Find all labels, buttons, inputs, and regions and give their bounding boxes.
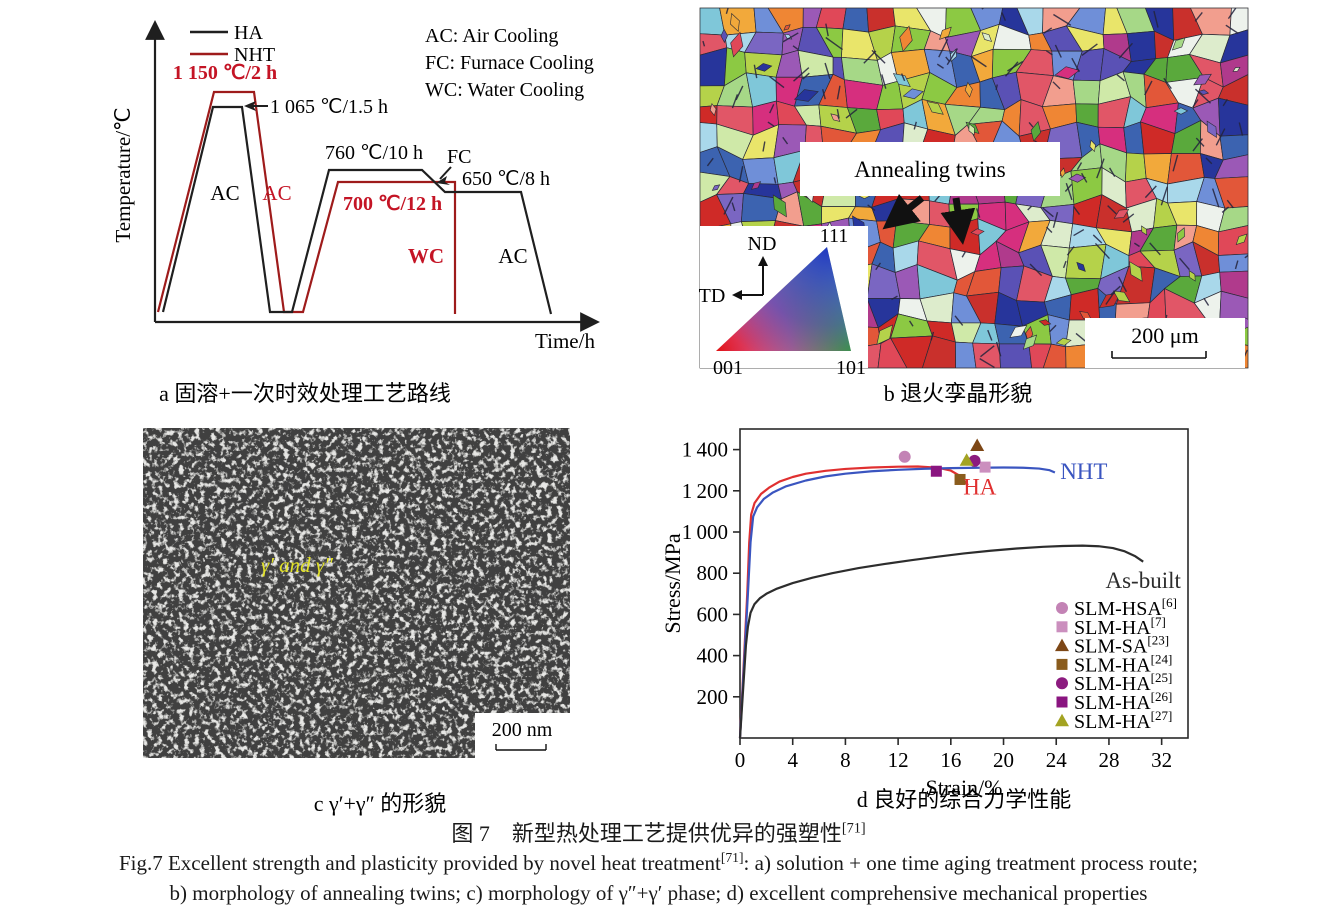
x-tick-label: 0 [735,748,746,772]
curve-label-nht: NHT [1060,459,1107,484]
legend-entry-label: SLM-HSA[6] [1074,595,1177,620]
label-1065C: 1 065 ℃/1.5 h [270,96,388,118]
y-tick-label: 800 [697,561,729,585]
scale-bar-label-c: 200 nm [492,719,553,741]
label-ac-black: AC [210,181,239,205]
scale-bar-box-b [1085,318,1245,368]
ipf-001-label: 001 [713,357,743,379]
legend-entry-label: SLM-HA[27] [1074,708,1172,733]
scale-bar-line-c [495,744,547,751]
gamma-phase-label: γ′ and γ″ [261,553,333,577]
arrow-1065-head [244,101,256,111]
legend-entry-label: SLM-HA[26] [1074,689,1172,714]
ha-curve [161,105,553,315]
data-point-slm-hsa-6 [898,450,911,463]
label-wc: WC [408,244,444,268]
x-tick-label: 24 [1046,748,1068,772]
chart-frame [739,428,1189,739]
panel-c-caption: c γ′+γ″ 的形貌 [314,791,447,816]
x-tick-label: 8 [840,748,851,772]
series-curve-nht [738,466,1056,739]
figure-caption-en-line1: Fig.7 Excellent strength and plasticity … [0,850,1317,876]
caption-en1-pre: Fig.7 Excellent strength and plasticity … [118,851,721,875]
legend-entry-label: SLM-HA[25] [1074,670,1172,695]
series-curve-ha [738,465,969,739]
curve-label-ha: HA [963,474,997,499]
legend-label-ha: HA [234,22,263,44]
twin-pointer-arrow-right [940,197,976,245]
data-point-slm-ha-24 [954,473,966,485]
data-point-slm-sa-23 [970,438,985,451]
panel-b-ebsd-map: Annealing twins 111 001 101 ND TD 200 μm… [699,7,1249,406]
chart-y-axis-label: Stress/MPa [660,533,685,633]
y-tick-label: 400 [697,644,729,668]
abbrev-wc: WC: Water Cooling [425,79,584,101]
y-axis-label: Temperature/℃ [111,107,135,242]
panel-d-stress-strain-chart: 0 4 8 12 16 20 24 28 32 200 400 600 800 1 000 1 200 1 4… [660,428,1189,812]
abbrev-ac: AC: Air Cooling [425,25,558,47]
label-fc: FC [447,146,471,168]
label-650C: 650 ℃/8 h [462,168,550,190]
x-tick-label: 12 [888,748,909,772]
panel-b-caption: b 退火孪晶形貌 [884,381,1033,406]
x-tick-label: 20 [993,748,1014,772]
abbrev-fc: FC: Furnace Cooling [425,52,594,74]
panel-d-caption: d 良好的综合力学性能 [857,787,1072,812]
ipf-111-label: 111 [820,225,849,247]
annealing-twins-box [800,142,1060,196]
data-point-slm-ha-27 [959,453,974,466]
legend-label-nht: NHT [234,44,275,66]
caption-en1-post: : a) solution + one time aging treatment… [743,851,1199,875]
x-axis-label: Time/h [535,329,595,353]
chart-legend: SLM-HSA[6]SLM-HA[7]SLM-SA[23]SLM-HA[24]S… [1055,595,1177,733]
label-ac-red: AC [262,181,291,205]
td-label: TD [699,285,726,307]
figure-caption-zh-text: 图 7 新型热处理工艺提供优异的强塑性 [451,821,842,846]
legend-entry-label: SLM-HA[7] [1074,614,1166,639]
label-ac-final: AC [498,244,527,268]
figure-caption-en-line2: b) morphology of annealing twins; c) mor… [0,881,1317,906]
legend-entry-label: SLM-SA[23] [1074,633,1169,658]
panel-c-sem-image: γ′ and γ″ 200 nm c γ′+γ″ 的形貌 [143,428,570,816]
annealing-twins-label: Annealing twins [854,157,1005,182]
legend-entry-label: SLM-HA[24] [1074,651,1172,676]
arrow-fc-head [436,176,450,185]
data-point-slm-ha-26 [930,465,942,477]
data-point-slm-ha-7 [979,461,991,473]
caption-en1-ref: [71] [720,850,744,865]
scale-bar-line-b [1111,351,1207,359]
arrow-fc-line [439,166,452,180]
x-tick-label: 32 [1151,748,1172,772]
scale-bar-label-b: 200 μm [1131,323,1198,348]
ipf-color-triangle [716,247,851,351]
x-tick-label: 28 [1098,748,1119,772]
chart-plot-area: 0 4 8 12 16 20 24 28 32 200 400 600 800 1 000 1 200 1 4… [660,428,1189,800]
y-tick-label: 1 400 [682,438,728,462]
curve-label-as-built: As-built [1106,568,1182,593]
caption-en2-text: b) morphology of annealing twins; c) mor… [169,881,1148,905]
ipf-101-label: 101 [836,357,866,379]
figure-caption-zh-ref: [71] [841,820,866,837]
twin-pointer-arrow-left [882,193,925,230]
label-1150C: 1 150 ℃/2 h [173,62,277,84]
label-700C: 700 ℃/12 h [343,193,442,215]
panel-a-caption: a 固溶+一次时效处理工艺路线 [159,381,451,406]
panel-a-process-diagram: Temperature/℃ Time/h HA NHT AC: Air Cool… [111,20,600,406]
x-tick-label: 4 [787,748,798,772]
series-curve-as-built [738,544,1144,739]
sem-micrograph [143,428,570,758]
y-tick-label: 600 [697,602,729,626]
y-tick-label: 1 000 [682,520,728,544]
y-tick-label: 1 200 [682,479,728,503]
figure-caption-zh: 图 7 新型热处理工艺提供优异的强塑性[71] [0,816,1317,848]
chart-x-axis-label: Strain/% [926,775,1003,800]
label-760C: 760 ℃/10 h [325,142,423,164]
nd-label: ND [748,233,777,255]
y-tick-label: 200 [697,685,729,709]
x-tick-label: 16 [940,748,961,772]
